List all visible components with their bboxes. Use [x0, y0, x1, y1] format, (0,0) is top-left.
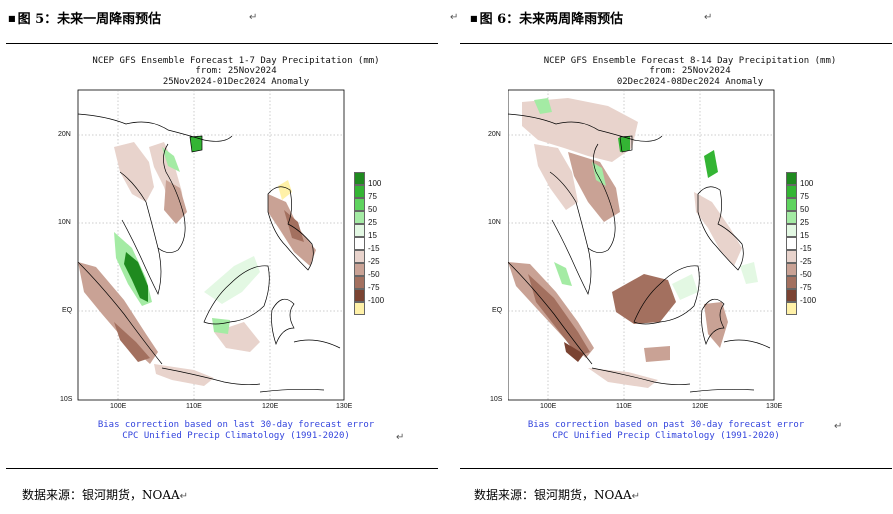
- lat-label-10s: 10S: [60, 396, 73, 403]
- bottom-rule: [460, 468, 892, 469]
- lon-label-120e: 120E: [262, 403, 279, 410]
- dry-region-thailand: [568, 152, 620, 222]
- climatology-note: CPC Unified Precip Climatology (1991-202…: [552, 431, 780, 441]
- map-plot: NCEP GFS Ensemble Forecast 1-7 Day Preci…: [54, 52, 434, 462]
- return-mark-icon: ↵: [834, 421, 843, 432]
- precip-anomaly-map: [77, 89, 345, 401]
- legend-item: -100: [786, 289, 856, 305]
- figure-title: ■ 图 5：未来一周降雨预估: [8, 12, 162, 27]
- legend-item: 100: [354, 172, 424, 188]
- legend-item: 25: [354, 211, 424, 227]
- legend-item: 50: [354, 198, 424, 214]
- legend-item: -15: [786, 237, 856, 253]
- plot-period: 25Nov2024-01Dec2024 Anomaly: [162, 77, 310, 87]
- plot-period: 02Dec2024-08Dec2024 Anomaly: [616, 77, 764, 87]
- wet-region-malay: [554, 262, 572, 286]
- dry-region-sumatra: [78, 262, 158, 364]
- map-plot: NCEP GFS Ensemble Forecast 8-14 Day Prec…: [488, 52, 888, 462]
- dry-region-philippines: [694, 192, 742, 266]
- lon-label-110e: 110E: [186, 403, 202, 410]
- lon-label-120e: 120E: [692, 403, 709, 410]
- lat-label-eq: EQ: [62, 307, 73, 314]
- legend-item: 50: [786, 198, 856, 214]
- dry-region-borneo: [612, 274, 676, 324]
- dry-region-myanmar: [114, 142, 154, 202]
- wet-region-hainan: [618, 136, 630, 152]
- precip-anomaly-map: [508, 89, 775, 401]
- dry-core-sumatra: [528, 274, 590, 356]
- return-mark-icon: ↵: [396, 432, 405, 443]
- wet-region-java-sea: [212, 318, 230, 334]
- dry-extreme-sumatra: [564, 342, 584, 362]
- legend-item: 75: [786, 185, 856, 201]
- top-rule: [460, 43, 892, 44]
- legend-item: -15: [354, 237, 424, 253]
- legend-item: -50: [786, 263, 856, 279]
- lon-label-110e: 110E: [616, 403, 632, 410]
- dry-region-south-china: [522, 98, 638, 162]
- lat-label-10n: 10N: [58, 219, 71, 226]
- source-note: 数据来源：银河期货，NOAA↵: [22, 488, 189, 502]
- wet-region-hainan: [190, 136, 202, 152]
- legend-item: -100: [354, 289, 424, 305]
- wet-region-luzon: [704, 150, 718, 178]
- climatology-note: CPC Unified Precip Climatology (1991-202…: [122, 431, 350, 441]
- coastlines: [508, 113, 771, 393]
- dry-region-cambodia: [164, 180, 187, 224]
- legend-item: 75: [354, 185, 424, 201]
- legend-item: 15: [354, 224, 424, 240]
- dry-core-sumatra: [114, 322, 150, 362]
- figure-5: ■ 图 5：未来一周降雨预估 ↵ NCEP GFS Ensemble Foreca…: [6, 0, 442, 514]
- dry-region-sulawesi: [704, 302, 728, 348]
- wet-region-north: [534, 98, 552, 114]
- wet-region-vietnam: [162, 147, 180, 172]
- lat-label-10n: 10N: [488, 219, 501, 226]
- source-note: 数据来源：银河期货，NOAA↵: [474, 488, 641, 502]
- legend-item: -75: [786, 276, 856, 292]
- plot-title: NCEP GFS Ensemble Forecast 8-14 Day Prec…: [543, 56, 837, 66]
- wet-region-vietnam: [592, 162, 606, 186]
- figure-title: ■ 图 6：未来两周降雨预估: [470, 12, 624, 27]
- legend-item: 100: [786, 172, 856, 188]
- lat-label-eq: EQ: [492, 307, 503, 314]
- legend-item: [786, 302, 856, 315]
- dry-region-java: [588, 368, 658, 388]
- dry-core-philippines: [284, 210, 304, 242]
- return-mark-icon: ↵: [249, 12, 258, 23]
- legend-item: -75: [354, 276, 424, 292]
- coastlines: [78, 113, 341, 393]
- lat-label-20n: 20N: [58, 131, 71, 138]
- legend-item: 25: [786, 211, 856, 227]
- wet-region-mindanao: [740, 262, 758, 284]
- lat-label-10s: 10S: [490, 396, 503, 403]
- bias-note: Bias correction based on past 30-day for…: [527, 420, 805, 430]
- legend-item: [354, 302, 424, 315]
- figure-6: ↵ ■ 图 6：未来两周降雨预估 ↵ NCEP GFS Ensemble Fore…: [450, 0, 893, 514]
- lon-label-130e: 130E: [336, 403, 353, 410]
- legend-item: -25: [786, 250, 856, 266]
- dry-region-flores: [644, 346, 670, 362]
- top-rule: [6, 43, 438, 44]
- dry-extreme-luzon: [278, 180, 292, 200]
- bullet-icon: ■: [470, 13, 478, 23]
- return-mark-icon: ↵: [450, 12, 459, 23]
- legend-item: 15: [786, 224, 856, 240]
- return-mark-icon: ↵: [704, 12, 713, 23]
- wet-core-malay: [124, 252, 148, 302]
- bias-note: Bias correction based on last 30-day for…: [97, 420, 375, 430]
- legend-item: -25: [354, 250, 424, 266]
- plot-title: NCEP GFS Ensemble Forecast 1-7 Day Preci…: [92, 56, 380, 66]
- bullet-icon: ■: [8, 13, 16, 23]
- plot-from: from: 25Nov2024: [195, 66, 277, 76]
- plot-from: from: 25Nov2024: [649, 66, 731, 76]
- lat-label-20n: 20N: [488, 131, 501, 138]
- lon-label-100e: 100E: [110, 403, 127, 410]
- bottom-rule: [6, 468, 438, 469]
- legend-item: -50: [354, 263, 424, 279]
- wet-region-borneo: [204, 256, 260, 304]
- lon-label-100e: 100E: [540, 403, 557, 410]
- lon-label-130e: 130E: [766, 403, 783, 410]
- wet-region-borneo-east: [672, 274, 698, 300]
